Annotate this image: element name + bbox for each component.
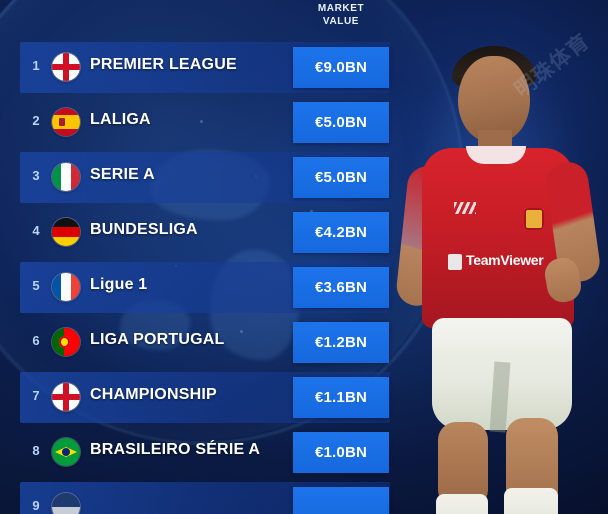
flag-unknown-icon [52,493,80,514]
flag-portugal-icon [52,328,80,356]
rank-number: 2 [32,113,40,128]
player-right-sock [504,488,558,514]
flag-france-icon [52,273,80,301]
league-row[interactable]: 3 SERIE A €5.0BN [0,150,400,205]
player-glow [376,0,608,514]
rank-number: 3 [32,168,40,183]
league-name: BRASILEIRO SÉRIE A [90,441,261,458]
player-right-leg [506,418,558,510]
player-hair [452,46,536,90]
player-left-leg [438,422,488,508]
league-name: Ligue 1 [90,276,148,293]
player-photo: TeamViewer [394,26,608,514]
market-value-badge: €1.2BN [293,322,389,363]
league-row[interactable]: 7 CHAMPIONSHIP €1.1BN [0,370,400,425]
rank-number: 6 [32,333,40,348]
market-value-badge: €1.0BN [293,432,389,473]
watermark-text: 明珠体育 [510,29,595,102]
rank-number: 7 [32,388,40,403]
player-head [458,56,530,142]
market-value-badge: €5.0BN [293,102,389,143]
league-name: LALIGA [90,111,151,128]
rank-number: 1 [32,58,40,73]
league-ranking-list: 1 PREMIER LEAGUE €9.0BN 2 LALIGA €5.0BN 3 SERIE… [0,40,400,514]
market-value-header-line2: VALUE [322,16,360,27]
adidas-stripes-icon [454,202,476,214]
league-name: BUNDESLIGA [90,221,198,238]
league-row[interactable]: 1 PREMIER LEAGUE €9.0BN [0,40,400,95]
flag-italy-icon [52,163,80,191]
market-value-badge: €9.0BN [293,47,389,88]
league-name: SERIE A [90,166,155,183]
player-neck [478,130,512,160]
market-value-badge: €5.0BN [293,157,389,198]
player-shorts-fold [489,361,511,433]
player-shorts [432,318,572,430]
club-crest-icon [524,208,544,230]
league-row[interactable]: 6 LIGA PORTUGAL €1.2BN [0,315,400,370]
rank-number: 5 [32,278,40,293]
league-name: CHAMPIONSHIP [90,386,217,403]
player-right-arm [543,159,603,285]
market-value-header-line1: MARKET [317,3,365,14]
jersey-sponsor-text: TeamViewer [466,252,544,268]
flag-germany-icon [52,218,80,246]
flag-spain-icon [52,108,80,136]
market-value-header: MARKET VALUE [293,2,389,28]
player-left-arm [394,164,450,308]
league-row[interactable]: 4 BUNDESLIGA €4.2BN [0,205,400,260]
market-value-badge: €1.1BN [293,377,389,418]
market-value-badge: €3.6BN [293,267,389,308]
flag-england-icon [52,53,80,81]
league-row[interactable]: 8 BRASILEIRO SÉRIE A €1.0BN [0,425,400,480]
flag-brazil-icon [52,438,80,466]
league-name: PREMIER LEAGUE [90,56,237,73]
player-jersey [422,148,574,328]
player-collar [466,146,526,164]
league-name: LIGA PORTUGAL [90,331,225,348]
flag-england-icon [52,383,80,411]
sponsor-mark-icon [448,254,462,270]
league-row[interactable]: 2 LALIGA €5.0BN [0,95,400,150]
league-row[interactable]: 9 [0,480,400,514]
rank-number: 4 [32,223,40,238]
market-value-badge [293,487,389,514]
player-left-sock [436,494,488,514]
league-row[interactable]: 5 Ligue 1 €3.6BN [0,260,400,315]
player-hand [542,255,584,305]
market-value-badge: €4.2BN [293,212,389,253]
rank-number: 9 [32,498,40,513]
rank-number: 8 [32,443,40,458]
